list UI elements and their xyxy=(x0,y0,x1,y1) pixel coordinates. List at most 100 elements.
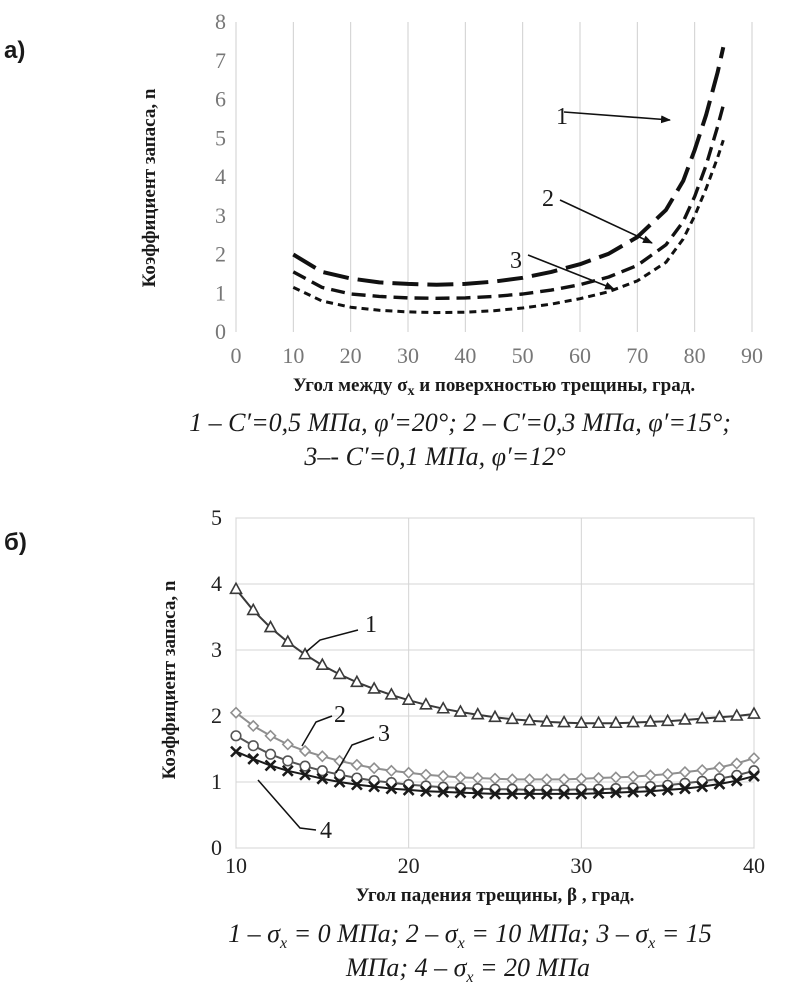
chart-b-y-tick-3: 3 xyxy=(211,637,222,662)
chart-b-y-ticks: 0 1 2 3 4 5 xyxy=(211,505,222,860)
chart-b-series-4-point-17 xyxy=(523,787,536,800)
chart-b-series-2-point-11 xyxy=(419,768,433,781)
chart-b-series-2-point-27 xyxy=(696,763,709,777)
chart-b-series-4-point-12 xyxy=(437,785,450,798)
chart-b-series-1-point-24 xyxy=(643,714,658,727)
chart-b-annotation-1: 1 xyxy=(365,612,377,638)
chart-b-x-tick-1: 20 xyxy=(398,853,420,878)
chart-b-annotation-leader-4 xyxy=(257,779,317,831)
chart-b-series-4-point-1 xyxy=(247,752,260,765)
chart-b-annotation-leader-1 xyxy=(305,629,359,653)
chart-a-caption-line-1: 1 – C′=0,5 МПа, φ′=20°; 2 – C′=0,3 МПа, … xyxy=(189,408,731,437)
chart-a-y-tick-0: 0 xyxy=(215,319,226,344)
chart-a-x-tick-5: 50 xyxy=(512,343,534,368)
chart-b-series-1-point-27 xyxy=(695,710,710,724)
chart-b-series-1-point-4 xyxy=(298,646,312,660)
chart-b-caption-sub-3: x xyxy=(647,935,655,952)
chart-a-x-ticks: 0 10 20 30 40 50 60 70 80 90 xyxy=(231,343,764,368)
chart-b-y-axis-title: Коэффициент запаса, n xyxy=(159,580,180,779)
chart-b-caption-sub-2: x xyxy=(457,935,465,952)
chart-b-caption-seg-1: 1 – σ xyxy=(228,919,281,948)
chart-a-y-tick-1: 1 xyxy=(215,280,226,305)
chart-a-x-axis-title-part-1: Угол между xyxy=(293,375,397,396)
chart-b-series-4-point-25 xyxy=(661,784,674,796)
chart-b-series-3-point-5 xyxy=(316,765,328,777)
chart-a-x-axis-title-part-2: и поверхностью трещины, град. xyxy=(414,375,695,396)
chart-b-series-4-point-26 xyxy=(679,782,691,795)
chart-b-series-4-point-11 xyxy=(420,785,432,798)
chart-b-series-3-point-4 xyxy=(299,760,311,772)
chart-b-series-1-point-30 xyxy=(747,706,761,719)
chart-b-series-2-point-30 xyxy=(747,752,761,765)
chart-b-caption-seg-4: = 15 xyxy=(655,919,712,948)
chart-b-series-4-point-15 xyxy=(489,787,501,800)
chart-b-y-tick-0: 0 xyxy=(211,835,222,860)
chart-a-y-tick-5: 5 xyxy=(215,125,226,150)
chart-b-series-3-point-3 xyxy=(282,755,294,767)
chart-b-series-3-point-0 xyxy=(230,730,242,742)
chart-a-x-axis-title-subscript: x xyxy=(407,384,414,399)
chart-b-series-4-point-8 xyxy=(368,780,381,793)
chart-b-series-2-point-18 xyxy=(540,773,553,786)
chart-b-series-2-point-13 xyxy=(454,771,467,784)
chart-a-x-tick-2: 20 xyxy=(340,343,362,368)
chart-b-series-2-point-28 xyxy=(713,761,726,774)
chart-b-x-tick-0: 10 xyxy=(225,853,247,878)
chart-b-series-2-point-29 xyxy=(730,757,743,770)
chart-b-series-1-point-1 xyxy=(246,602,261,616)
chart-b-x-axis-title: Угол падения трещины, β , град. xyxy=(356,885,635,906)
chart-a-y-ticks: 0 1 2 3 4 5 6 7 8 xyxy=(215,9,226,344)
chart-a-annotation-2: 2 xyxy=(542,186,554,212)
chart-a-annotation-arrow-3 xyxy=(527,254,615,290)
chart-a-series-1-line xyxy=(292,46,726,287)
chart-b-series-2-point-21 xyxy=(592,771,605,785)
chart-b-series-1-point-7 xyxy=(350,674,364,688)
chart-b-series-1-point-14 xyxy=(470,707,485,720)
chart-b-series-1-point-28 xyxy=(712,709,727,723)
chart-b-y-tick-2: 2 xyxy=(211,703,222,728)
chart-b-annotation-leader-2 xyxy=(301,715,333,747)
chart-a-y-tick-3: 3 xyxy=(215,203,226,228)
chart-a-x-tick-9: 90 xyxy=(741,343,763,368)
chart-b-series-4-point-4 xyxy=(299,768,311,781)
chart-b-plot-frame xyxy=(235,517,755,849)
chart-b-series-2-point-23 xyxy=(627,770,640,783)
chart-b-series-1-point-10 xyxy=(401,692,416,705)
chart-a-x-tick-3: 30 xyxy=(397,343,419,368)
chart-b-series-2-point-3 xyxy=(281,738,294,751)
chart-b-series-3-point-2 xyxy=(264,748,277,760)
chart-b-series-2-point-19 xyxy=(557,773,571,786)
chart-b-series-1-line xyxy=(235,588,755,725)
chart-a-y-tick-8: 8 xyxy=(215,9,226,34)
chart-b-series-1-point-0 xyxy=(229,581,243,595)
chart-a-annotation-arrow-2 xyxy=(559,199,653,244)
chart-b-series-4-point-3 xyxy=(281,764,294,777)
chart-b-series-1-point-3 xyxy=(280,634,295,647)
chart-b-series-1-point-22 xyxy=(609,715,623,729)
chart-b-series-1-point-20 xyxy=(574,715,589,729)
chart-b-series-4-point-6 xyxy=(333,776,346,788)
chart-b-caption-sub-1: x xyxy=(279,935,287,952)
chart-a: а) 0 1 2 3 4 5 6 7 8 0 10 20 30 40 50 60 70 80 90 1 2 3 К… xyxy=(4,9,763,471)
chart-b-series-4-point-18 xyxy=(540,787,553,800)
chart-b: б) 0 1 2 3 4 5 10 20 30 40 1 2 3 4 Коэффициент з… xyxy=(4,505,765,986)
chart-b-series-1-point-9 xyxy=(384,687,399,700)
chart-b-grid xyxy=(235,517,755,849)
chart-a-y-axis-title: Коэффициент запаса, n xyxy=(139,88,160,287)
chart-b-series-1-point-12 xyxy=(436,701,451,714)
chart-b-annotation-3: 3 xyxy=(378,721,390,747)
panel-label-b: б) xyxy=(4,529,27,556)
chart-b-series-2-point-4 xyxy=(298,744,312,758)
chart-b-series-4-point-28 xyxy=(713,778,726,790)
chart-b-series-1-point-26 xyxy=(678,712,692,725)
chart-b-series-2-point-5 xyxy=(316,750,329,763)
chart-b-series-2-point-0 xyxy=(229,706,243,719)
chart-b-series-4-point-29 xyxy=(730,774,743,787)
chart-b-series-4-point-24 xyxy=(644,785,657,798)
chart-b-series-4-point-16 xyxy=(506,787,519,800)
chart-b-caption-sub-4: x xyxy=(465,969,473,986)
chart-b-series-2-point-7 xyxy=(350,758,363,771)
chart-b-series-1-point-5 xyxy=(315,657,330,670)
chart-b-series-1-point-17 xyxy=(522,712,537,726)
